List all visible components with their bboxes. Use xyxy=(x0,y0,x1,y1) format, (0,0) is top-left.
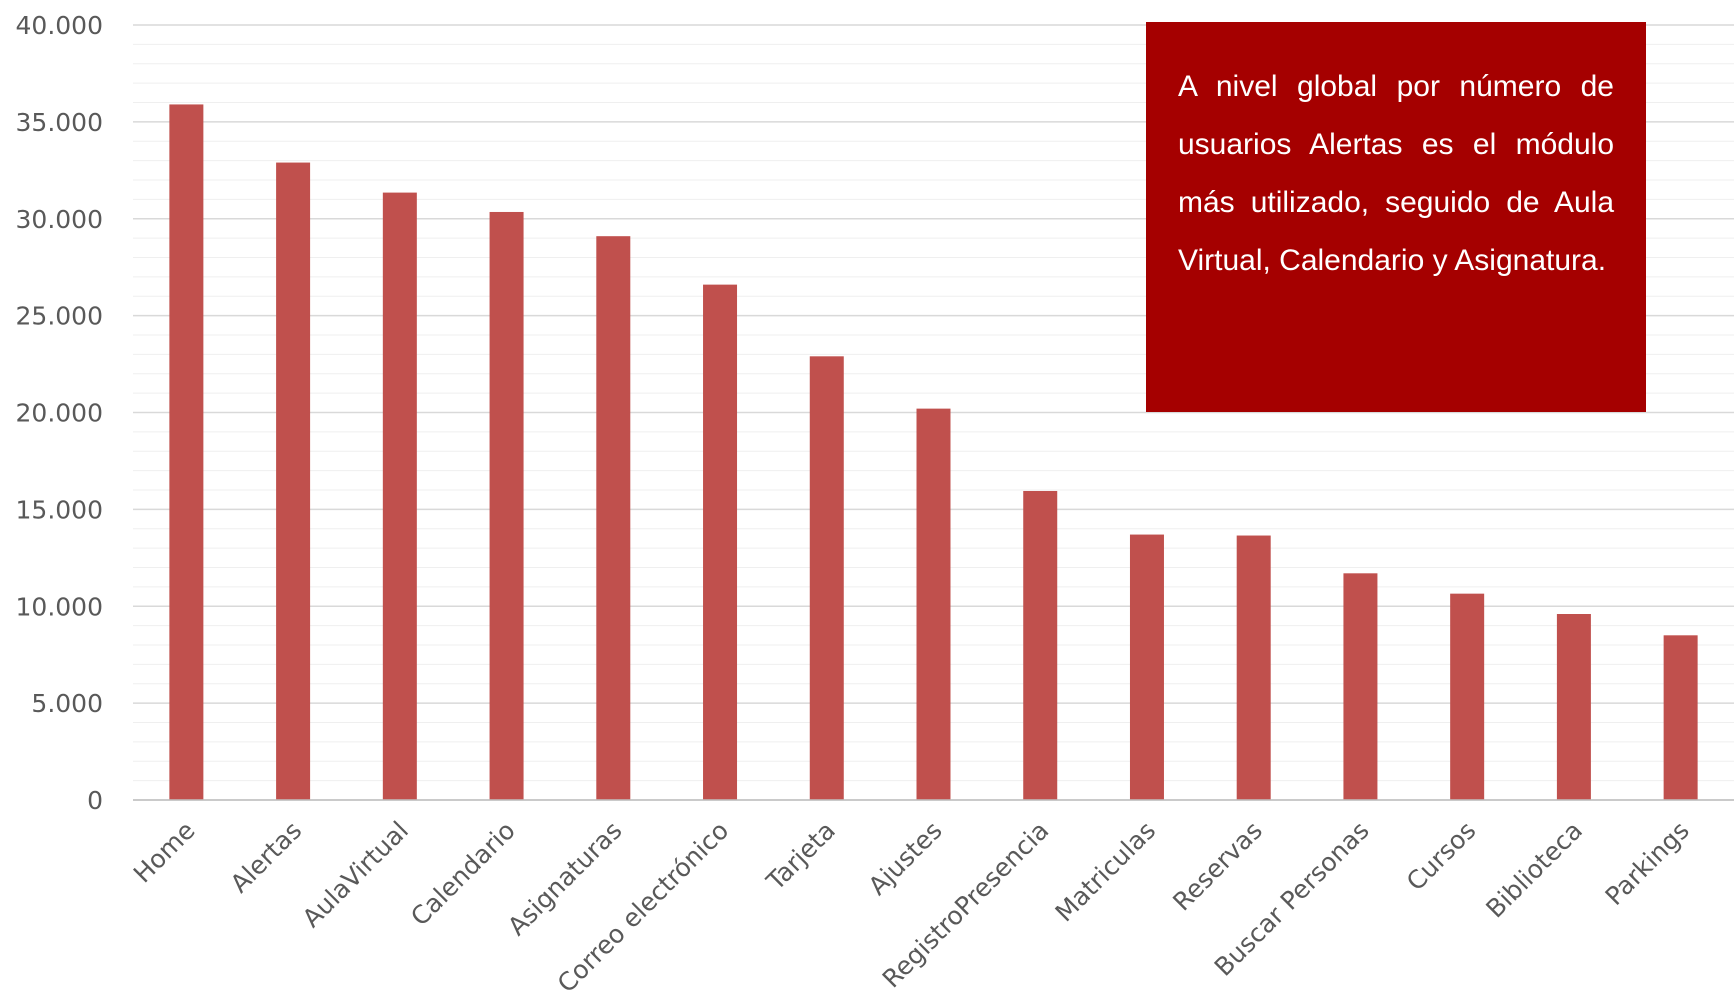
bar-matriculas xyxy=(1129,534,1164,800)
y-tick-label: 35.000 xyxy=(16,108,103,137)
x-tick-label: Alertas xyxy=(225,816,308,899)
chart-bars xyxy=(169,104,1698,800)
bar-alertas xyxy=(276,162,311,800)
bar-home xyxy=(169,104,204,800)
x-tick-label: Calendario xyxy=(405,816,521,932)
x-tick-label: Tarjeta xyxy=(760,816,841,897)
bar-aulavirtual xyxy=(382,192,417,800)
y-tick-label: 25.000 xyxy=(16,302,103,331)
bar-calendario xyxy=(489,211,524,800)
x-tick-label: AulaVirtual xyxy=(297,816,414,933)
x-tick-label: Reservas xyxy=(1167,816,1268,917)
x-tick-label: Home xyxy=(128,816,201,889)
bar-cursos xyxy=(1450,593,1485,800)
y-tick-label: 0 xyxy=(87,786,103,815)
bar-reservas xyxy=(1236,535,1271,800)
bar-asignaturas xyxy=(596,236,631,800)
y-tick-label: 15.000 xyxy=(16,495,103,524)
y-axis-tick-labels: 0 5.000 10.000 15.000 20.000 25.000 30.000 35.0… xyxy=(16,11,103,815)
y-tick-label: 10.000 xyxy=(16,592,103,621)
x-tick-label: Ajustes xyxy=(863,816,948,901)
bar-registropresencia xyxy=(1023,490,1058,800)
bar-parkings xyxy=(1663,635,1698,800)
callout-box: A nivel global por número de usuarios Al… xyxy=(1146,22,1646,412)
callout-text: A nivel global por número de usuarios Al… xyxy=(1178,70,1614,277)
bar-correo-electrónico xyxy=(703,284,738,800)
y-tick-label: 40.000 xyxy=(16,11,103,40)
x-tick-label: Matriculas xyxy=(1050,816,1162,928)
x-tick-label: Cursos xyxy=(1401,816,1482,897)
x-axis-tick-labels: Home AlertasAulaVirtualCalendarioAsignatu… xyxy=(128,816,1695,998)
y-tick-label: 5.000 xyxy=(31,689,103,718)
y-tick-label: 30.000 xyxy=(16,205,103,234)
bar-biblioteca xyxy=(1556,614,1591,800)
bar-ajustes xyxy=(916,408,951,800)
bar-tarjeta xyxy=(809,356,844,800)
y-tick-label: 20.000 xyxy=(16,399,103,428)
x-tick-label: Parkings xyxy=(1600,816,1695,911)
bar-buscar-personas xyxy=(1343,573,1378,800)
x-tick-label: Biblioteca xyxy=(1480,816,1588,924)
